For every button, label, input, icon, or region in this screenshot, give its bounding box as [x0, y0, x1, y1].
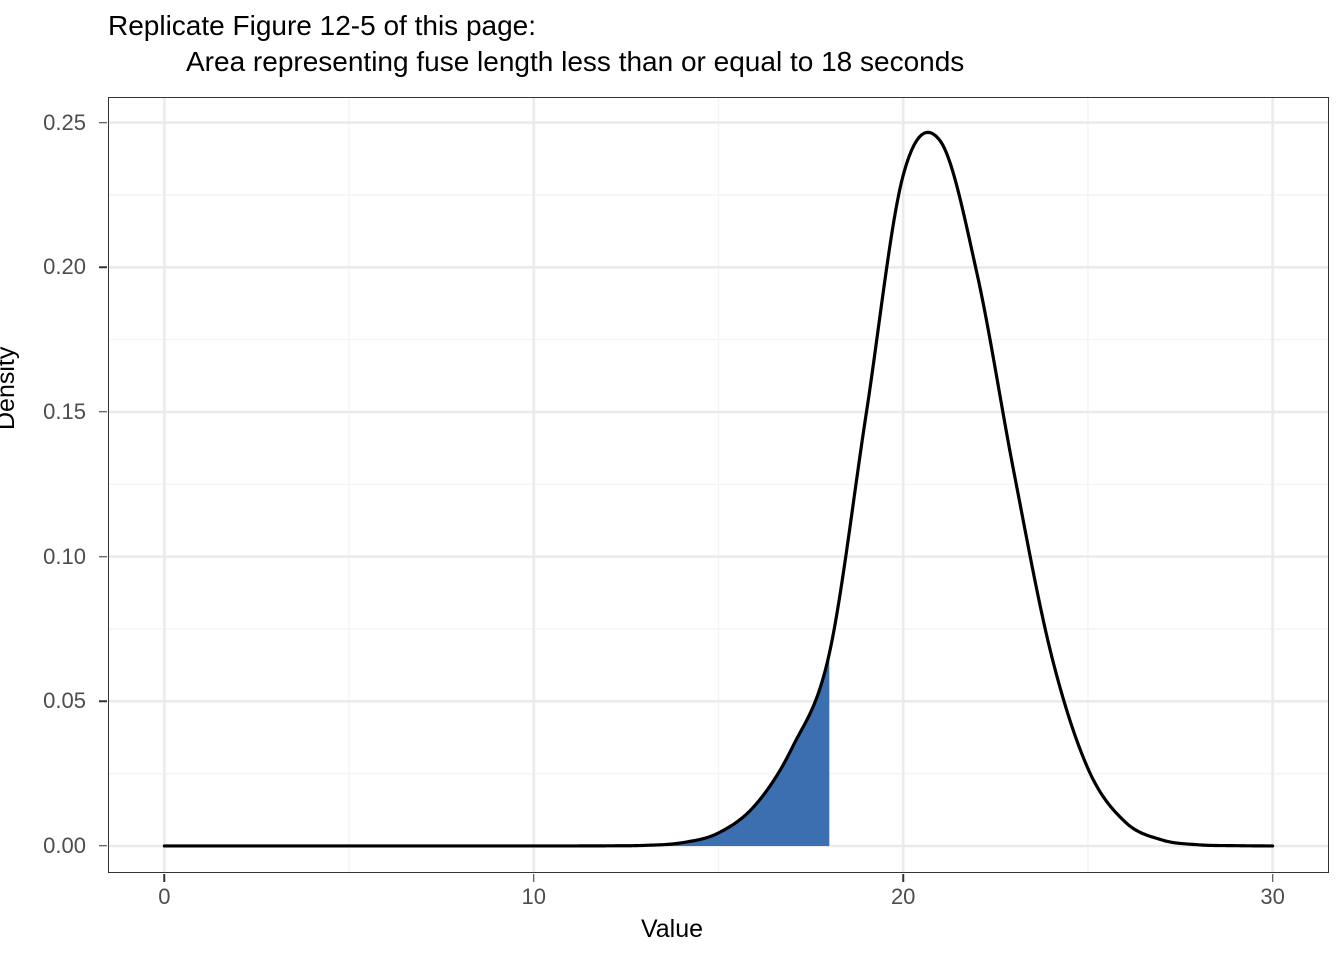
- plot-panel: [108, 97, 1329, 873]
- y-tick-mark: [99, 411, 107, 413]
- gridlines-minor: [109, 98, 1328, 872]
- density-curve: [162, 130, 1275, 848]
- x-tick-label: 0: [158, 884, 171, 909]
- shaded-area-region: [164, 653, 830, 846]
- y-tick-label: 0.00: [43, 832, 86, 858]
- y-tick-label: 0.25: [43, 109, 86, 135]
- y-tick-label: 0.20: [43, 254, 86, 280]
- x-tick-mark: [163, 874, 166, 882]
- x-axis-label: Value: [640, 915, 704, 943]
- y-tick-mark: [99, 700, 107, 703]
- y-tick-mark: [99, 121, 107, 124]
- x-tick-label: 10: [521, 884, 547, 909]
- x-tick-label: 30: [1260, 884, 1285, 909]
- x-tick-label: 20: [890, 884, 916, 909]
- x-tick-mark: [533, 874, 535, 882]
- chart-title-line-2: Area representing fuse length less than …: [186, 46, 965, 77]
- chart-title: Replicate Figure 12-5 of this page: Area…: [108, 8, 1328, 80]
- chart-title-line-1: Replicate Figure 12-5 of this page:: [108, 10, 537, 41]
- y-tick-mark: [99, 555, 107, 558]
- y-tick-label: 0.15: [43, 398, 86, 424]
- y-axis-ticks: 0.00 0.05 0.10 0.15 0.20 0.25: [0, 0, 96, 960]
- x-tick-mark: [1271, 874, 1274, 882]
- y-tick-mark: [99, 266, 107, 269]
- y-tick-label: 0.05: [43, 688, 86, 714]
- x-tick-mark: [902, 874, 904, 882]
- y-tick-mark: [99, 845, 107, 847]
- y-tick-label: 0.10: [43, 543, 86, 569]
- plot-canvas: [109, 98, 1328, 872]
- y-axis-label: Density: [0, 346, 20, 430]
